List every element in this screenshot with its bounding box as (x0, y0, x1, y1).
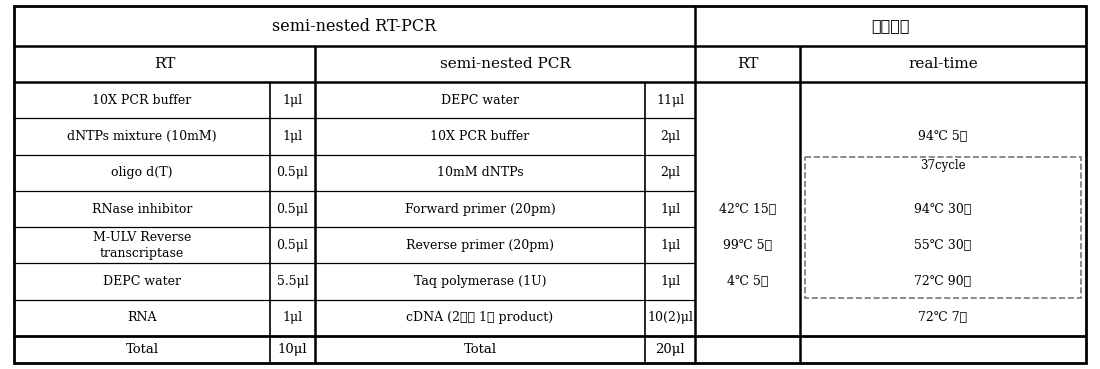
Text: 1μl: 1μl (283, 94, 302, 107)
Text: 반응조건: 반응조건 (871, 17, 910, 34)
Text: 72℃ 90초: 72℃ 90초 (914, 275, 971, 288)
Text: 10X PCR buffer: 10X PCR buffer (92, 94, 191, 107)
Text: semi-nested PCR: semi-nested PCR (440, 57, 571, 71)
Text: 42℃ 15분: 42℃ 15분 (719, 203, 777, 215)
Text: 2μl: 2μl (660, 130, 680, 143)
Text: 11μl: 11μl (656, 94, 684, 107)
Text: oligo d(T): oligo d(T) (111, 166, 173, 179)
Text: 10(2)μl: 10(2)μl (647, 311, 693, 324)
Text: Total: Total (463, 343, 496, 356)
Text: 10mM dNTPs: 10mM dNTPs (437, 166, 524, 179)
Text: cDNA (2차는 1차 product): cDNA (2차는 1차 product) (406, 311, 553, 324)
Text: 5.5μl: 5.5μl (276, 275, 308, 288)
Text: 1μl: 1μl (660, 203, 680, 215)
Text: Taq polymerase (1U): Taq polymerase (1U) (414, 275, 547, 288)
Text: 20μl: 20μl (656, 343, 685, 356)
Text: RT: RT (737, 57, 758, 71)
Text: 1μl: 1μl (660, 275, 680, 288)
Text: 2μl: 2μl (660, 166, 680, 179)
Text: 0.5μl: 0.5μl (276, 239, 308, 252)
Text: 10μl: 10μl (277, 343, 307, 356)
Text: 0.5μl: 0.5μl (276, 166, 308, 179)
Text: Total: Total (125, 343, 158, 356)
Text: 37cycle: 37cycle (921, 159, 966, 172)
Text: 55℃ 30초: 55℃ 30초 (914, 239, 971, 252)
Text: 72℃ 7분: 72℃ 7분 (918, 311, 968, 324)
Text: 94℃ 5분: 94℃ 5분 (918, 130, 968, 143)
Text: 1μl: 1μl (283, 311, 302, 324)
Text: 4℃ 5분: 4℃ 5분 (727, 275, 768, 288)
Text: 1μl: 1μl (660, 239, 680, 252)
Text: M-ULV Reverse
transcriptase: M-ULV Reverse transcriptase (92, 231, 191, 260)
Text: 1μl: 1μl (283, 130, 302, 143)
Text: RNA: RNA (128, 311, 156, 324)
Text: dNTPs mixture (10mM): dNTPs mixture (10mM) (67, 130, 217, 143)
Text: 99℃ 5분: 99℃ 5분 (723, 239, 772, 252)
Text: RNase inhibitor: RNase inhibitor (91, 203, 192, 215)
Text: RT: RT (154, 57, 175, 71)
Text: Forward primer (20pm): Forward primer (20pm) (405, 203, 556, 215)
Text: 10X PCR buffer: 10X PCR buffer (430, 130, 529, 143)
Text: semi-nested RT-PCR: semi-nested RT-PCR (273, 17, 437, 34)
Text: DEPC water: DEPC water (441, 94, 519, 107)
Bar (805, 156, 1081, 298)
Text: 0.5μl: 0.5μl (276, 203, 308, 215)
Text: real-time: real-time (909, 57, 978, 71)
Text: 94℃ 30초: 94℃ 30초 (914, 203, 971, 215)
Text: Reverse primer (20pm): Reverse primer (20pm) (406, 239, 554, 252)
Text: DEPC water: DEPC water (103, 275, 182, 288)
